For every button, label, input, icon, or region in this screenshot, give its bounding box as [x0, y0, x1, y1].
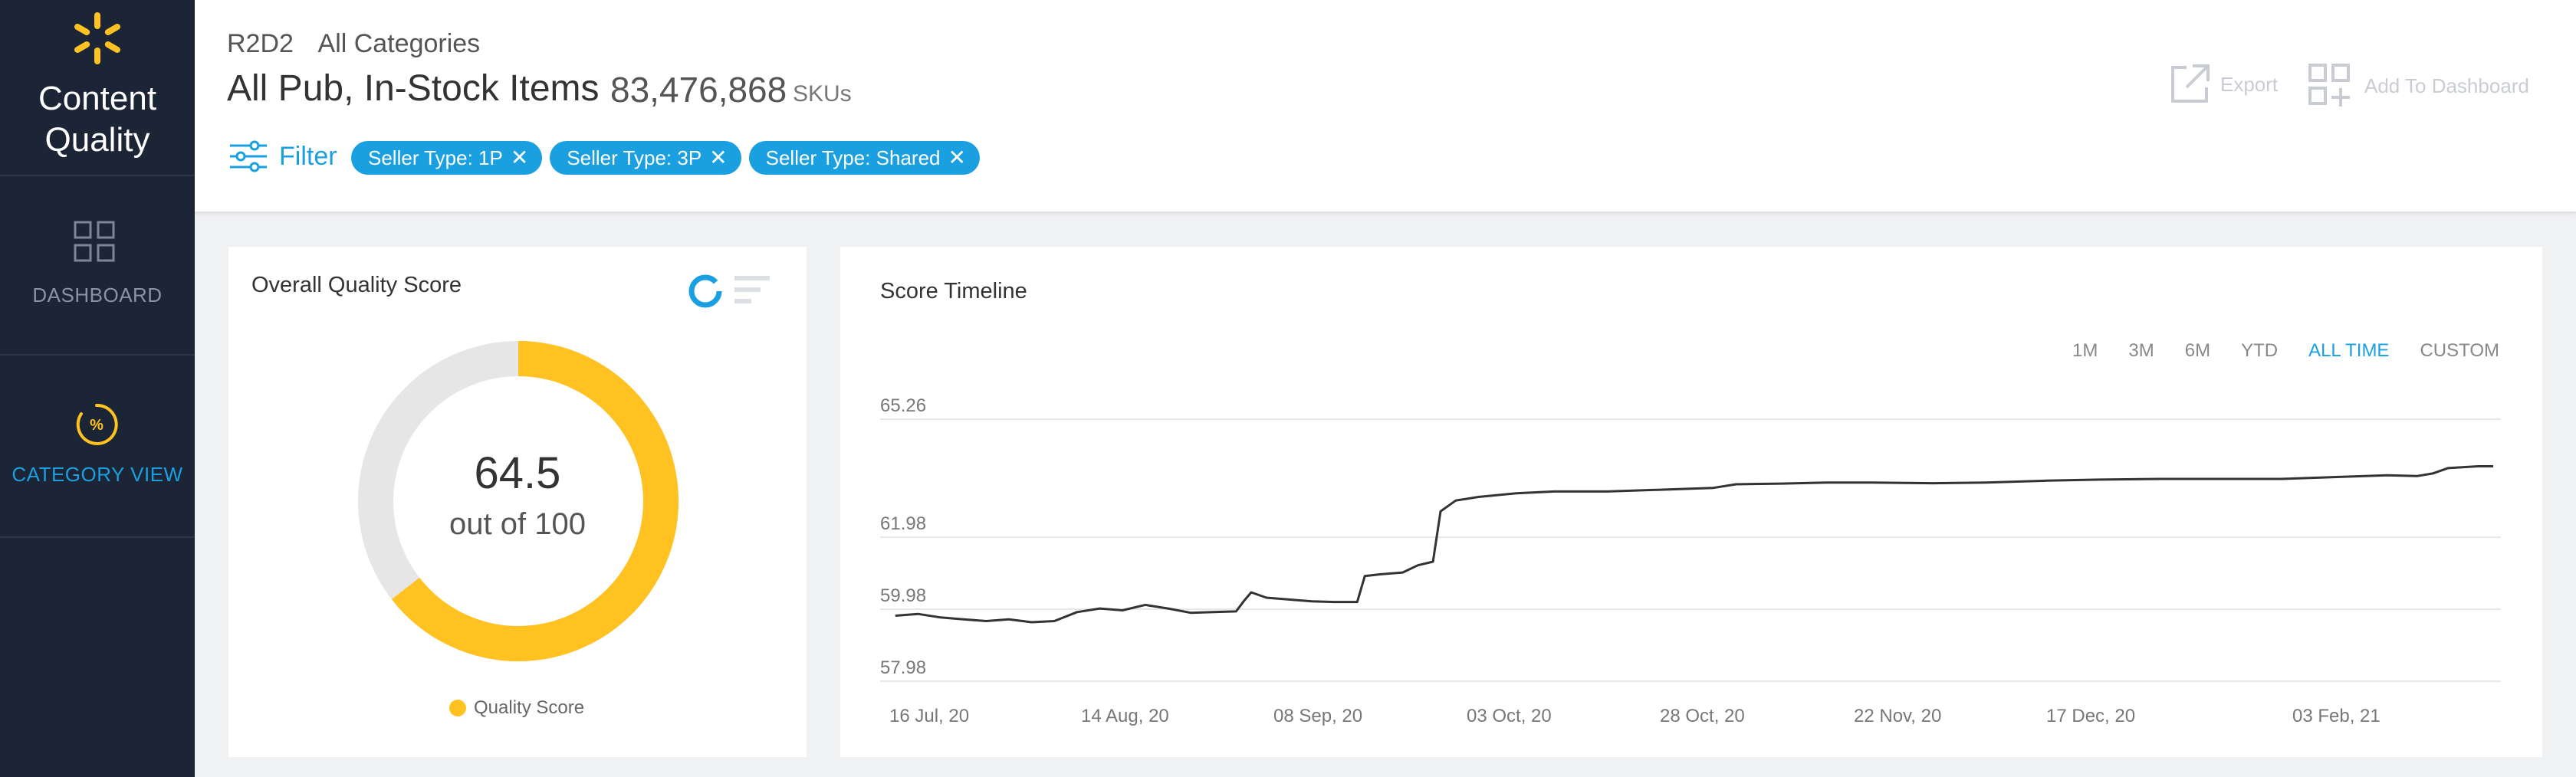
add-to-dashboard-button[interactable]: Add To Dashboard	[2308, 63, 2529, 109]
filter-chip-label: Seller Type: 3P	[567, 146, 702, 169]
y-tick-label: 59.98	[880, 585, 926, 606]
x-tick-label: 14 Aug, 20	[1081, 706, 1169, 726]
percent-gauge-icon: %	[76, 403, 118, 445]
donut-score-arc	[391, 341, 678, 661]
app-title-line2: Quality	[44, 121, 150, 159]
filter-chip-label: Seller Type: 1P	[368, 146, 503, 169]
add-dashboard-label: Add To Dashboard	[2364, 74, 2529, 97]
nav-category-label: CATEGORY VIEW	[12, 463, 183, 486]
x-tick-label: 08 Sep, 20	[1273, 706, 1362, 726]
close-icon[interactable]: ✕	[948, 146, 966, 169]
range-6m[interactable]: 6M	[2184, 340, 2211, 361]
y-tick-label: 65.26	[880, 395, 926, 416]
filter-chip[interactable]: Seller Type: 3P ✕	[550, 141, 741, 175]
x-tick-label: 22 Nov, 20	[1854, 706, 1941, 726]
filter-chip[interactable]: Seller Type: Shared ✕	[748, 141, 980, 175]
breadcrumb-item-root[interactable]: R2D2	[227, 29, 294, 58]
timeline-card-title: Score Timeline	[880, 279, 1027, 303]
quality-card-title: Overall Quality Score	[251, 273, 462, 297]
grid-icon	[74, 221, 115, 262]
quality-score-out-of: out of 100	[449, 507, 586, 541]
app-title: Content Quality	[0, 78, 195, 161]
close-icon[interactable]: ✕	[709, 146, 728, 169]
sku-label: SKUs	[793, 81, 852, 107]
range-custom[interactable]: CUSTOM	[2420, 340, 2499, 361]
legend-dot	[449, 700, 466, 716]
external-link-icon	[2171, 64, 2210, 103]
svg-text:%: %	[90, 417, 104, 434]
filter-chips: Seller Type: 1P ✕ Seller Type: 3P ✕ Sell…	[351, 141, 987, 175]
bars-view-toggle-icon[interactable]	[734, 273, 770, 307]
nav-dashboard-label: DASHBOARD	[32, 284, 163, 307]
filter-chip-label: Seller Type: Shared	[765, 146, 941, 169]
export-button[interactable]: Export	[2168, 63, 2278, 106]
page-title: All Pub, In-Stock Items	[227, 68, 600, 109]
quality-score-value: 64.5	[474, 448, 561, 498]
export-label: Export	[2220, 72, 2279, 96]
x-tick-label: 16 Jul, 20	[889, 706, 969, 726]
close-icon[interactable]: ✕	[510, 146, 529, 169]
breadcrumb: R2D2 All Categories	[227, 29, 498, 59]
score-timeline-card: Score Timeline 1M 3M 6M YTD ALL TIME CUS…	[840, 247, 2542, 757]
quality-legend: Quality Score	[449, 697, 584, 719]
filter-sliders-icon	[230, 140, 267, 172]
spark-logo-icon	[74, 12, 120, 64]
y-tick-label: 57.98	[880, 657, 926, 678]
score-timeline-chart: 65.26 61.98 59.98 57.98 16 Jul, 20 14 Aug, 20…	[880, 395, 2501, 726]
range-ytd[interactable]: YTD	[2241, 340, 2279, 361]
donut-view-toggle-icon[interactable]	[687, 273, 724, 310]
sidebar: Content Quality DASHBOARD % CATEGORY VIE…	[0, 0, 195, 777]
add-widget-icon	[2308, 64, 2350, 107]
range-1m[interactable]: 1M	[2072, 340, 2098, 361]
nav-dashboard[interactable]: DASHBOARD	[0, 176, 195, 356]
y-tick-label: 61.98	[880, 513, 926, 534]
breadcrumb-item-category[interactable]: All Categories	[317, 29, 481, 58]
app-title-line1: Content	[38, 80, 157, 117]
x-tick-label: 03 Feb, 21	[2292, 706, 2380, 726]
quality-donut-chart	[358, 341, 678, 661]
time-range-selector: 1M 3M 6M YTD ALL TIME CUSTOM	[2042, 340, 2499, 362]
x-tick-label: 03 Oct, 20	[1467, 706, 1552, 726]
page-header: R2D2 All Categories All Pub, In-Stock It…	[195, 0, 2576, 211]
range-3m[interactable]: 3M	[2128, 340, 2154, 361]
x-tick-label: 17 Dec, 20	[2046, 706, 2135, 726]
sku-count: 83,476,868	[610, 70, 787, 110]
filter-label: Filter	[279, 141, 337, 171]
quality-score-card: Overall Quality Score 64.5 out of 100 Qu…	[228, 247, 807, 757]
x-tick-label: 28 Oct, 20	[1660, 706, 1745, 726]
filter-chip[interactable]: Seller Type: 1P ✕	[351, 141, 543, 175]
legend-label: Quality Score	[474, 697, 585, 718]
nav-category-view[interactable]: % CATEGORY VIEW	[0, 356, 195, 538]
range-all-time[interactable]: ALL TIME	[2308, 340, 2390, 361]
score-series-line	[895, 465, 2494, 624]
filter-button[interactable]: Filter	[228, 136, 337, 176]
app-logo-area[interactable]: Content Quality	[0, 0, 195, 176]
